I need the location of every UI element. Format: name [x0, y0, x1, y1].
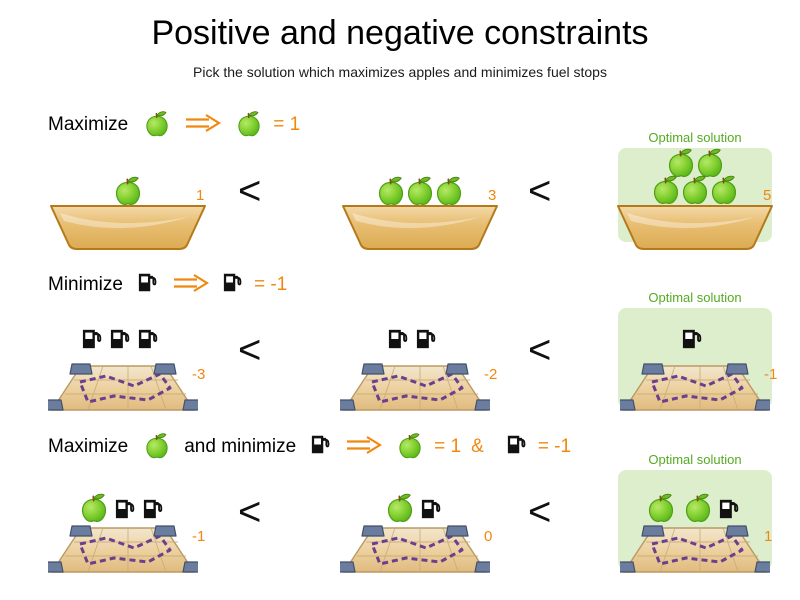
item-value: -1 [192, 528, 206, 545]
route-map-icon [38, 360, 208, 427]
item-value: -3 [192, 366, 206, 383]
double-arrow-right-icon [173, 272, 210, 299]
apple-icon [77, 490, 111, 529]
optimal-solution-label: Optimal solution [648, 290, 742, 305]
route-map-icon [610, 522, 780, 589]
item-contents-map-1-apple-1-pump [340, 490, 490, 529]
item-value: 1 [196, 187, 205, 204]
fuel-pump-icon [387, 328, 411, 355]
less-than-icon: < [238, 328, 262, 372]
item-value: -1 [764, 366, 778, 383]
optimal-solution-label: Optimal solution [648, 130, 742, 145]
legend-ampersand: & [471, 436, 484, 457]
less-than-icon: < [528, 490, 552, 534]
legend-word: and minimize [184, 436, 297, 457]
apple-icon [374, 173, 408, 212]
item-value: 1 [764, 528, 773, 545]
item-contents-bowl-3-apples [340, 173, 500, 212]
apple-icon [678, 172, 712, 211]
route-map-icon [610, 360, 780, 427]
less-than-icon: < [238, 490, 262, 534]
apple-icon [395, 430, 425, 465]
fuel-pump-icon [310, 434, 333, 460]
item-value: -2 [484, 366, 498, 383]
double-arrow-right-icon [185, 112, 222, 139]
apple-icon [432, 173, 466, 212]
legend-value: = -1 [537, 436, 572, 457]
item-value: 3 [488, 187, 497, 204]
item-contents-map-3-pumps [48, 328, 198, 359]
legend-row-minimize-fuel: Minimize = -1 [48, 268, 287, 302]
legend-word: Maximize [48, 436, 129, 457]
legend-row-maximize-apples: Maximize = 1 [48, 108, 300, 142]
item-contents-map-1-pump [620, 328, 770, 359]
legend-word: Maximize [48, 114, 129, 135]
fuel-pump-icon [81, 328, 105, 355]
apple-icon [234, 108, 264, 143]
page-subtitle: Pick the solution which maximizes apples… [193, 64, 607, 80]
item-value: 5 [763, 187, 772, 204]
apple-icon [142, 108, 172, 143]
fruit-bowl-icon [340, 201, 500, 258]
legend-value: = 1 [434, 436, 462, 457]
apple-icon [681, 490, 715, 529]
fruit-bowl-icon [48, 201, 208, 258]
apple-icon [644, 490, 678, 529]
legend-value: = 1 [273, 114, 301, 135]
fuel-pump-icon [137, 272, 160, 298]
fuel-pump-icon [114, 498, 138, 525]
apple-icon [649, 172, 683, 211]
apple-icon [111, 173, 145, 212]
fuel-pump-icon [420, 498, 444, 525]
item-contents-map-1-apple-2-pumps [48, 490, 198, 529]
route-map-icon [330, 522, 500, 589]
legend-word: Minimize [48, 274, 123, 295]
item-contents-bowl-5-apples [615, 145, 775, 211]
fuel-pump-icon [222, 272, 245, 298]
fuel-pump-icon [681, 328, 705, 355]
item-contents-map-2-apples-1-pump [620, 490, 770, 529]
item-contents-map-2-pumps [340, 328, 490, 359]
fruit-bowl-icon [615, 201, 775, 258]
route-map-icon [330, 360, 500, 427]
legend-row-maximize-apples-minimize-fuel: Maximize and minimize = 1 & = -1 [48, 430, 571, 464]
fuel-pump-icon [415, 328, 439, 355]
apple-icon [664, 145, 698, 184]
fuel-pump-icon [137, 328, 161, 355]
less-than-icon: < [528, 328, 552, 372]
apple-icon [142, 430, 172, 465]
route-map-icon [38, 522, 208, 589]
fuel-pump-icon [142, 498, 166, 525]
apple-icon [693, 145, 727, 184]
less-than-icon: < [238, 169, 262, 213]
apple-icon [403, 173, 437, 212]
double-arrow-right-icon [346, 434, 383, 461]
apple-icon [707, 172, 741, 211]
item-value: 0 [484, 528, 493, 545]
item-contents-bowl-1-apple [48, 173, 208, 212]
optimal-solution-label: Optimal solution [648, 452, 742, 467]
fuel-pump-icon [109, 328, 133, 355]
legend-value: = -1 [253, 274, 288, 295]
apple-icon [383, 490, 417, 529]
page-title: Positive and negative constraints [151, 14, 649, 52]
fuel-pump-icon [718, 498, 742, 525]
fuel-pump-icon [506, 434, 529, 460]
less-than-icon: < [528, 169, 552, 213]
